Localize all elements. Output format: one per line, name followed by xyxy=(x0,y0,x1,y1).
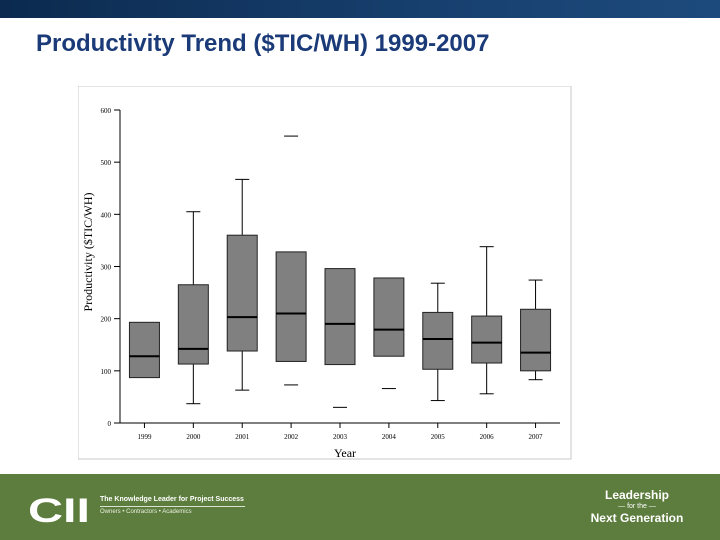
tagline-divider xyxy=(100,506,245,507)
box xyxy=(324,268,356,366)
box xyxy=(275,251,307,362)
y-axis-title: Productivity ($TIC/WH) xyxy=(81,193,95,312)
x-tick-label: 2007 xyxy=(529,433,544,441)
header-bar xyxy=(0,0,720,18)
x-tick-label: 2003 xyxy=(333,433,348,441)
footer-tagline: The Knowledge Leader for Project Success xyxy=(100,496,244,503)
y-tick-label: 200 xyxy=(101,316,112,324)
box xyxy=(226,234,258,352)
footer-bar: CII The Knowledge Leader for Project Suc… xyxy=(0,474,720,540)
box xyxy=(471,315,503,364)
x-tick-label: 2004 xyxy=(382,433,397,441)
leadership-line-2: — for the — xyxy=(618,503,656,510)
footer-sub-tagline: Owners • Contractors • Academics xyxy=(100,509,192,515)
y-tick-label: 500 xyxy=(101,159,112,167)
cii-logo: CII xyxy=(28,492,90,526)
x-tick-label: 2006 xyxy=(480,433,495,441)
x-tick-label: 1999 xyxy=(137,433,152,441)
x-tick-label: 2001 xyxy=(235,433,250,441)
leadership-logo: Leadership — for the — Next Generation xyxy=(582,488,692,525)
svg-text:CII: CII xyxy=(28,492,90,526)
box xyxy=(520,308,552,372)
slide-title: Productivity Trend ($TIC/WH) 1999-2007 xyxy=(36,30,490,57)
x-tick-label: 2000 xyxy=(186,433,201,441)
x-tick-label: 2005 xyxy=(431,433,446,441)
y-tick-label: 600 xyxy=(101,107,112,115)
box xyxy=(373,277,405,357)
boxplot-chart: Productivity ($TIC/WH) Year 0 100 200 300 40… xyxy=(78,86,572,460)
box xyxy=(128,321,160,379)
x-tick-label: 2002 xyxy=(284,433,299,441)
box xyxy=(177,284,209,365)
x-axis-title: Year xyxy=(334,446,356,460)
box xyxy=(422,311,454,370)
y-axis-ticks: 0 100 200 300 400 500 600 xyxy=(101,107,120,428)
leadership-line-3: Next Generation xyxy=(590,511,684,525)
x-axis-ticks: 1999 2000 2001 2002 2003 2004 2005 2006 2007 xyxy=(137,423,543,441)
box-series xyxy=(128,135,552,408)
y-tick-label: 100 xyxy=(101,368,112,376)
leadership-line-1: Leadership xyxy=(604,488,670,502)
y-tick-label: 300 xyxy=(101,264,112,272)
y-tick-label: 0 xyxy=(108,420,112,428)
y-tick-label: 400 xyxy=(101,211,112,219)
